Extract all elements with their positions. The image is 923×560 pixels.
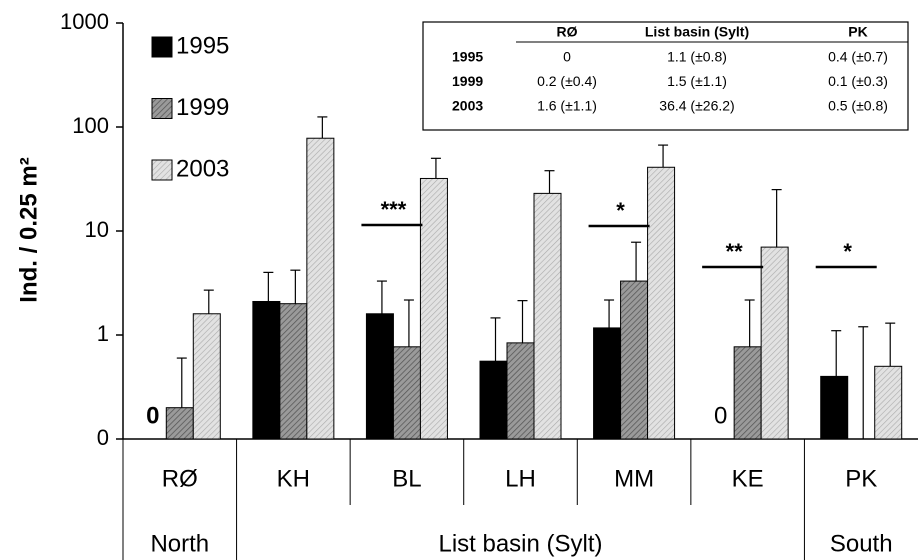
bar bbox=[760, 246, 789, 440]
bar bbox=[647, 166, 676, 440]
legend-label: 1995 bbox=[176, 32, 229, 59]
bar bbox=[620, 280, 649, 440]
table-cell: 1.5 (±1.1) bbox=[667, 73, 727, 89]
y-tick-label: 1 bbox=[97, 321, 109, 346]
x-tick-label: RØ bbox=[162, 465, 198, 492]
group-label: North bbox=[150, 530, 209, 557]
bar bbox=[279, 303, 308, 440]
group-label: List basin (Sylt) bbox=[438, 530, 602, 557]
x-tick-label: PK bbox=[845, 465, 877, 492]
table-cell: 1.6 (±1.1) bbox=[537, 98, 597, 114]
table-cell: 0 bbox=[563, 49, 571, 65]
table-header: PK bbox=[848, 24, 867, 40]
table-cell: 1.1 (±0.8) bbox=[667, 49, 727, 65]
table-cell: 0.1 (±0.3) bbox=[828, 73, 888, 89]
bar bbox=[192, 313, 221, 440]
bar bbox=[533, 192, 562, 440]
significance-label: * bbox=[616, 198, 625, 223]
table-header: RØ bbox=[557, 24, 578, 40]
y-tick-label: 100 bbox=[72, 113, 109, 138]
bar bbox=[874, 365, 903, 440]
x-tick-label: LH bbox=[505, 465, 536, 492]
table-cell: 0.2 (±0.4) bbox=[537, 73, 597, 89]
bar bbox=[165, 407, 194, 440]
bar bbox=[820, 375, 849, 440]
bar bbox=[419, 177, 448, 440]
y-axis-title: Ind. / 0.25 m² bbox=[15, 157, 42, 302]
y-tick-label: 1000 bbox=[60, 9, 109, 34]
table-row-label: 2003 bbox=[452, 98, 483, 114]
table-cell: 0.5 (±0.8) bbox=[828, 98, 888, 114]
bar bbox=[733, 346, 762, 440]
legend-swatch bbox=[151, 159, 173, 181]
x-tick-label: BL bbox=[392, 465, 421, 492]
bar bbox=[479, 360, 508, 440]
legend-swatch bbox=[151, 98, 173, 119]
table-cell: 0.4 (±0.7) bbox=[828, 49, 888, 65]
table-row-label: 1999 bbox=[452, 73, 483, 89]
table-header: List basin (Sylt) bbox=[645, 24, 749, 40]
table-frame bbox=[422, 21, 909, 131]
y-tick-label: 10 bbox=[85, 217, 109, 242]
x-tick-label: MM bbox=[614, 465, 654, 492]
bar bbox=[252, 300, 281, 440]
value-label: 0 bbox=[714, 402, 727, 429]
table-row-label: 1995 bbox=[452, 49, 483, 65]
legend-label: 1999 bbox=[176, 94, 229, 121]
legend-swatch bbox=[151, 36, 173, 58]
bar bbox=[306, 137, 335, 440]
bar bbox=[593, 327, 622, 440]
y-tick-label: 0 bbox=[97, 425, 109, 450]
significance-label: ** bbox=[726, 239, 744, 264]
bar bbox=[392, 346, 421, 440]
group-label: South bbox=[830, 530, 893, 557]
significance-label: *** bbox=[381, 197, 407, 222]
table-cell: 36.4 (±26.2) bbox=[659, 98, 734, 114]
x-tick-label: KH bbox=[277, 465, 310, 492]
bar bbox=[365, 313, 394, 440]
value-label: 0 bbox=[146, 402, 159, 429]
x-tick-label: KE bbox=[732, 465, 764, 492]
bar bbox=[506, 342, 535, 440]
significance-label: * bbox=[843, 239, 852, 264]
legend-label: 2003 bbox=[176, 155, 229, 182]
